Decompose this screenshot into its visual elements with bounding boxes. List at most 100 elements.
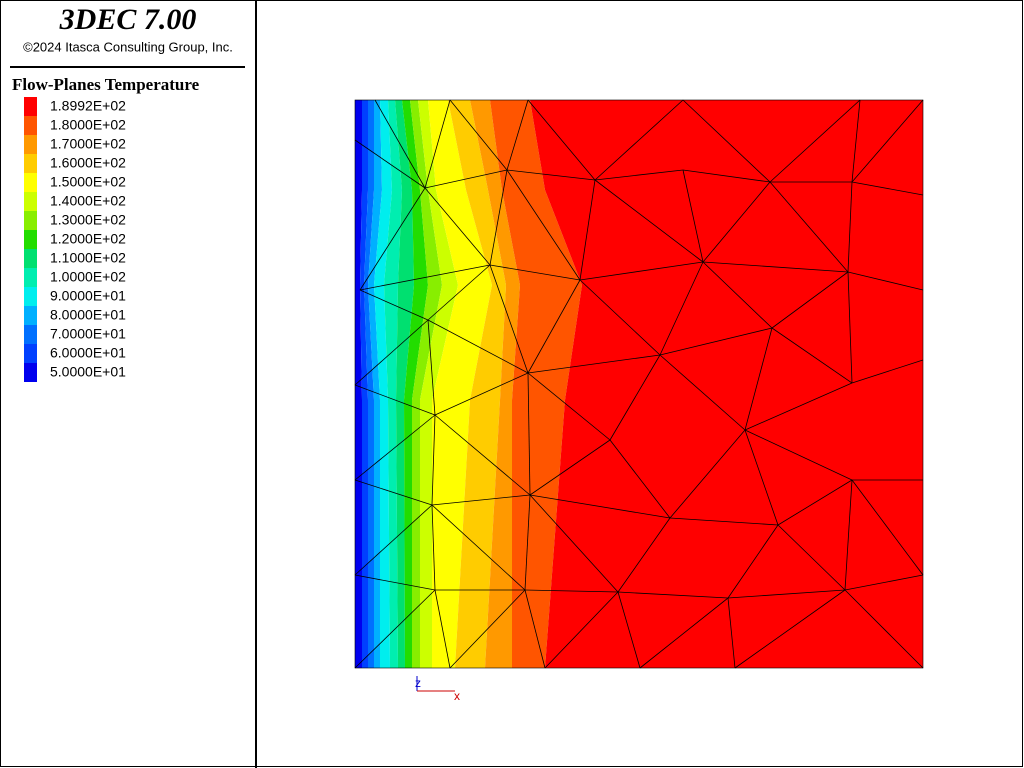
mesh-edge bbox=[771, 271, 849, 329]
copyright: ©2024 Itasca Consulting Group, Inc. bbox=[23, 39, 233, 54]
mesh-edge bbox=[847, 181, 853, 273]
contour-band bbox=[410, 100, 442, 668]
mesh-edge bbox=[847, 271, 853, 384]
mesh-edge bbox=[529, 494, 671, 519]
mesh-edge bbox=[431, 504, 436, 591]
contour-band bbox=[490, 100, 582, 668]
legend-swatch bbox=[24, 268, 37, 287]
plot-border bbox=[354, 99, 924, 669]
mesh-edge bbox=[669, 429, 746, 519]
mesh-edge bbox=[579, 261, 704, 281]
mesh-edge bbox=[374, 99, 426, 189]
contour-band bbox=[470, 100, 520, 668]
mesh-edge bbox=[851, 99, 861, 183]
mesh-edge bbox=[744, 429, 853, 481]
legend-label: 1.8000E+02 bbox=[50, 117, 126, 133]
legend-swatch bbox=[24, 192, 37, 211]
contour-band bbox=[530, 100, 923, 668]
mesh-edge bbox=[359, 264, 491, 291]
mesh-edge bbox=[744, 327, 773, 431]
mesh-edge bbox=[527, 372, 611, 441]
app-title: 3DEC 7.00 bbox=[59, 3, 197, 36]
mesh-edge bbox=[617, 591, 729, 599]
mesh-edge bbox=[734, 589, 846, 669]
mesh-edge bbox=[434, 414, 531, 496]
mesh-edge bbox=[771, 327, 853, 384]
mesh-edge bbox=[434, 589, 451, 669]
mesh-edge bbox=[527, 372, 531, 496]
contour-band bbox=[360, 100, 368, 668]
legend-swatch bbox=[24, 173, 37, 192]
mesh-edge bbox=[682, 169, 704, 263]
z-axis-label: z bbox=[415, 676, 421, 690]
legend-label: 1.4000E+02 bbox=[50, 193, 126, 209]
mesh-edge bbox=[424, 187, 491, 266]
mesh-edge bbox=[359, 187, 426, 291]
contour-band bbox=[374, 100, 392, 668]
mesh-edge bbox=[844, 479, 853, 591]
mesh-edge bbox=[851, 479, 924, 576]
legend-label: 7.0000E+01 bbox=[50, 326, 126, 342]
mesh-edge bbox=[449, 99, 508, 171]
mesh-edge bbox=[769, 99, 861, 183]
mesh-edge bbox=[851, 181, 924, 196]
mesh-edge bbox=[506, 99, 529, 171]
legend-swatch bbox=[24, 116, 37, 135]
contour-band bbox=[395, 100, 414, 668]
mesh-edge bbox=[529, 439, 611, 496]
mesh-edge bbox=[659, 261, 704, 356]
mesh-edge bbox=[844, 589, 924, 669]
mesh-edge bbox=[617, 517, 671, 593]
mesh-edge bbox=[594, 169, 684, 181]
contour-plot bbox=[354, 99, 924, 669]
mesh-edge bbox=[777, 479, 853, 526]
mesh-edge bbox=[769, 181, 849, 273]
mesh-edge bbox=[506, 169, 596, 181]
mesh-edge bbox=[427, 319, 529, 374]
mesh-edge bbox=[524, 589, 619, 593]
mesh-edge bbox=[527, 354, 661, 374]
mesh-edge bbox=[431, 504, 526, 591]
mesh-edge bbox=[659, 354, 746, 431]
legend-label: 1.0000E+02 bbox=[50, 269, 126, 285]
mesh-edge bbox=[659, 327, 773, 356]
legend-swatch bbox=[24, 249, 37, 268]
mesh-edge bbox=[847, 271, 924, 291]
legend-swatch bbox=[24, 230, 37, 249]
mesh-edge bbox=[431, 494, 531, 506]
mesh-edge bbox=[354, 504, 433, 576]
mesh-edge bbox=[844, 574, 924, 591]
legend-label: 8.0000E+01 bbox=[50, 307, 126, 323]
mesh-edge bbox=[609, 354, 661, 441]
mesh-edge bbox=[594, 99, 684, 181]
mesh bbox=[354, 99, 924, 669]
mesh-edge bbox=[434, 372, 529, 416]
mesh-edge bbox=[354, 384, 436, 416]
mesh-edge bbox=[431, 414, 436, 506]
legend-swatch bbox=[24, 154, 37, 173]
mesh-edge bbox=[579, 279, 661, 356]
mesh-edge bbox=[744, 429, 779, 526]
legend-swatch bbox=[24, 363, 37, 382]
mesh-edge bbox=[527, 279, 581, 374]
mesh-edge bbox=[489, 169, 508, 266]
mesh-edge bbox=[702, 261, 849, 273]
contour-band bbox=[384, 100, 402, 668]
mesh-edge bbox=[354, 574, 436, 591]
mesh-edge bbox=[427, 264, 491, 321]
legend-swatch bbox=[24, 287, 37, 306]
mesh-edge bbox=[424, 99, 451, 189]
mesh-edge bbox=[354, 479, 433, 506]
mesh-edge bbox=[594, 179, 704, 263]
mesh-edge bbox=[617, 591, 641, 669]
mesh-edge bbox=[744, 382, 853, 431]
legend-swatch bbox=[24, 211, 37, 230]
mesh-edge bbox=[851, 99, 924, 183]
mesh-edge bbox=[449, 589, 526, 669]
mesh-edge bbox=[524, 589, 546, 669]
mesh-edge bbox=[529, 494, 619, 593]
mesh-edge bbox=[354, 139, 426, 189]
mesh-edge bbox=[524, 494, 531, 591]
mesh-edge bbox=[669, 517, 779, 526]
